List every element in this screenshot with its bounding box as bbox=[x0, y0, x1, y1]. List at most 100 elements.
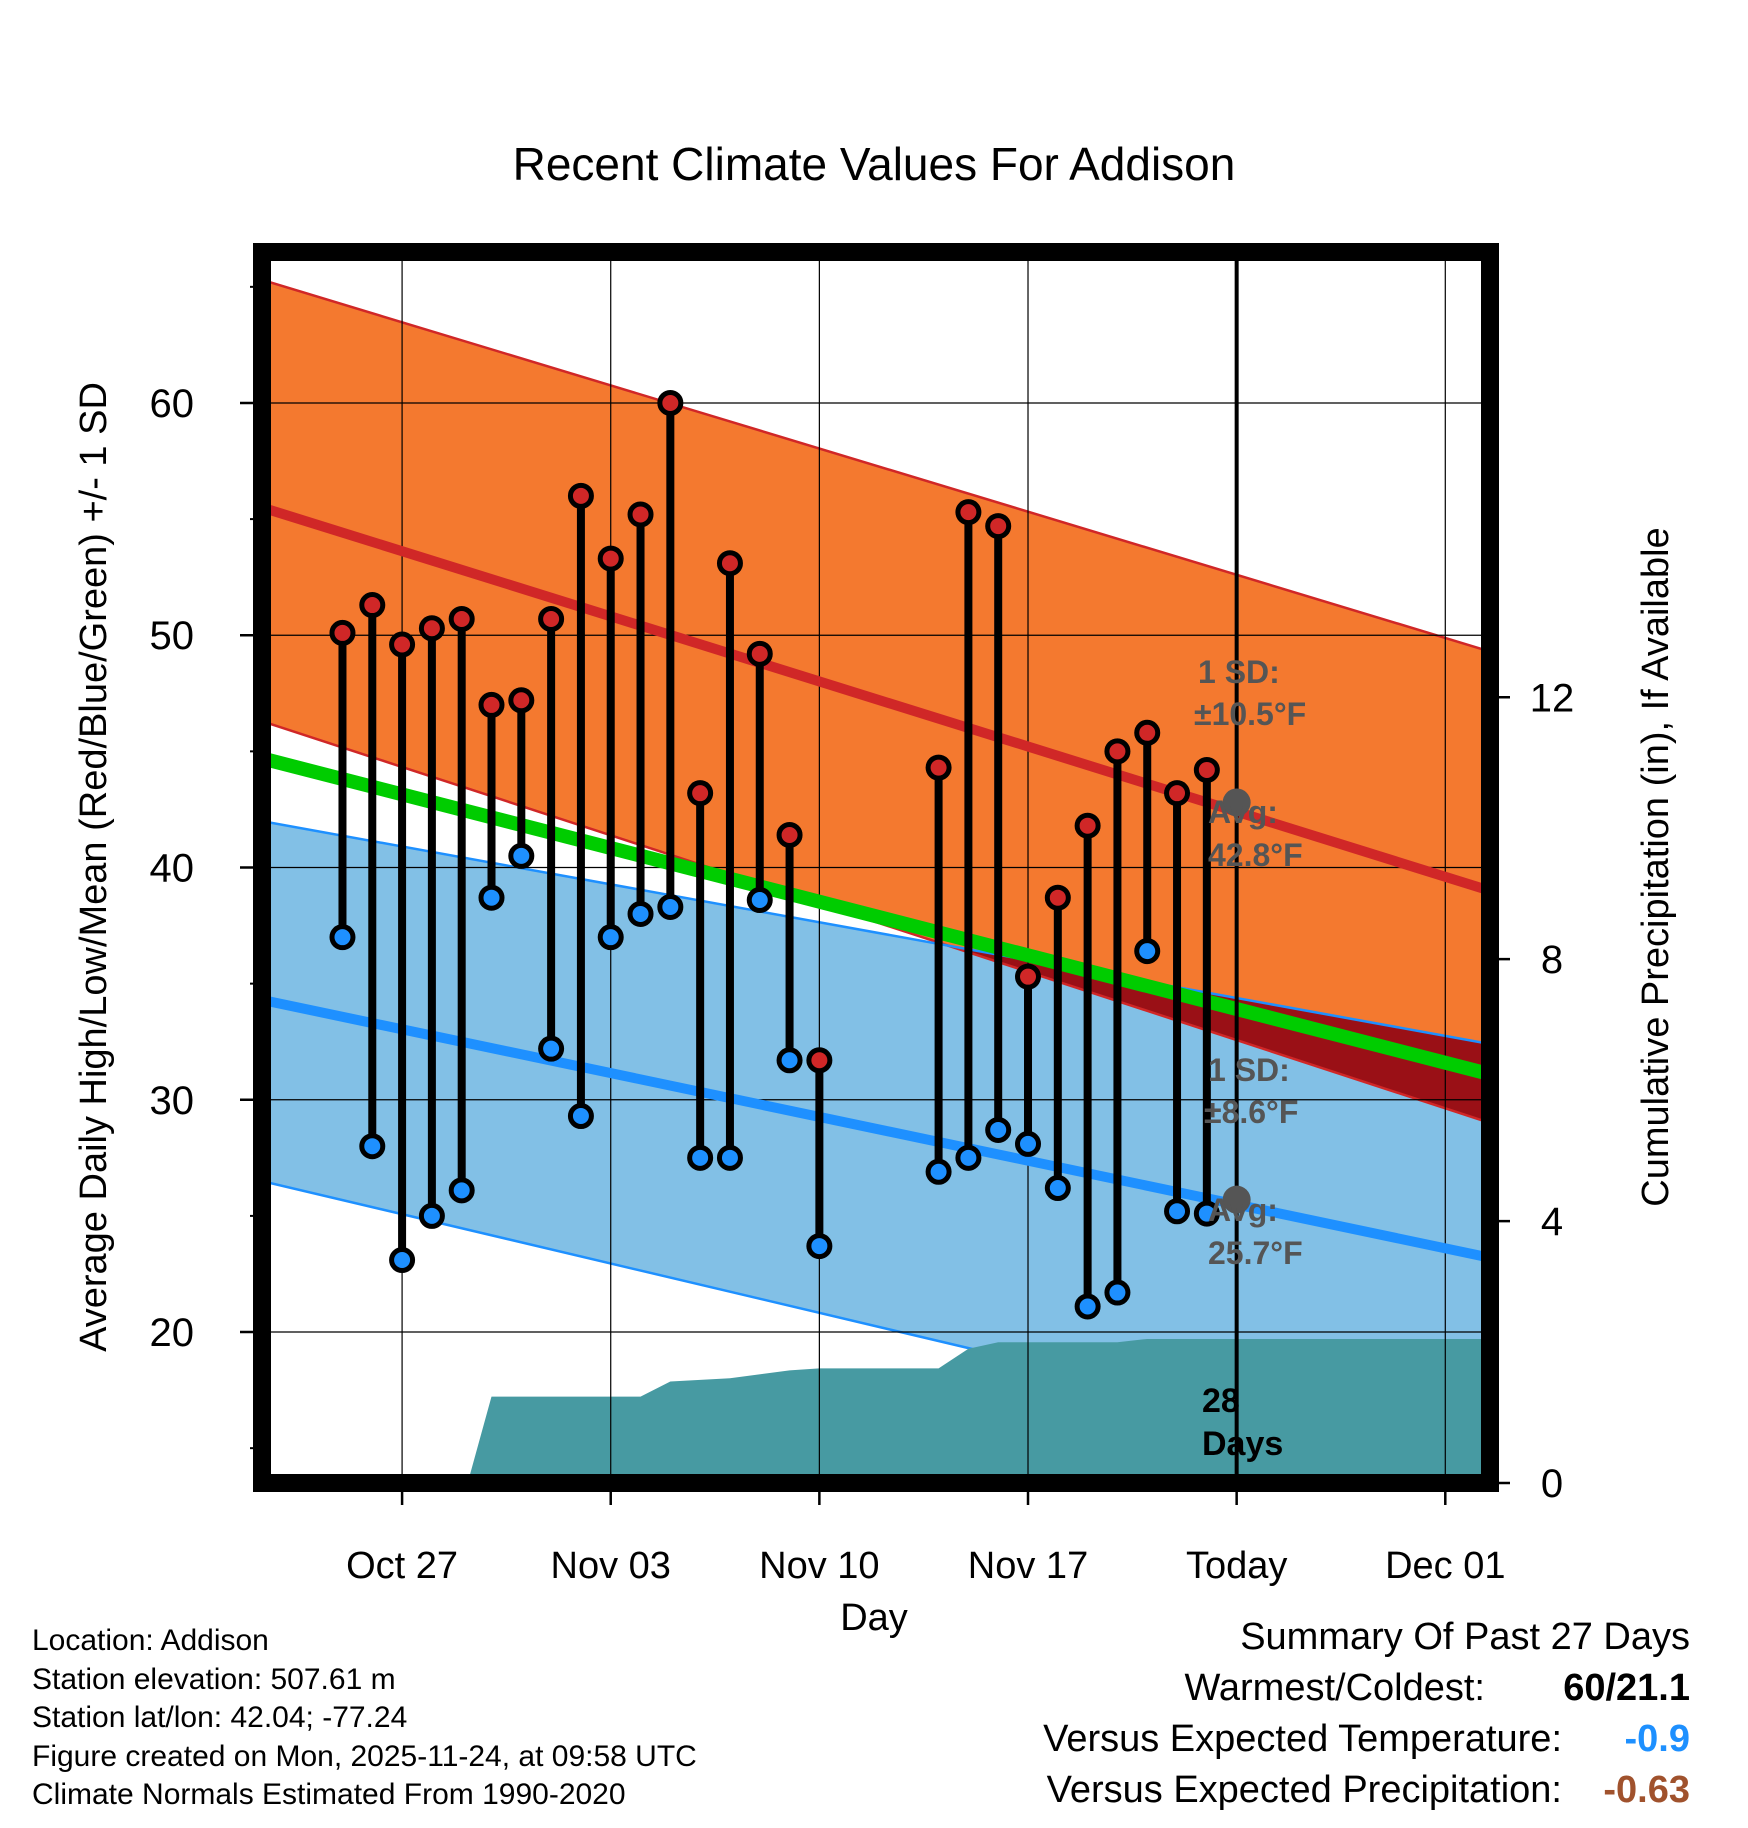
obs-high-dot bbox=[567, 482, 594, 509]
obs-high-dot bbox=[746, 640, 773, 667]
precip-area bbox=[262, 1338, 1490, 1483]
high-sd-value: ±10.5°F bbox=[1194, 696, 1306, 732]
obs-low-dot bbox=[716, 1144, 743, 1171]
obs-high-dot bbox=[1134, 719, 1161, 746]
x-axis-label: Day bbox=[840, 1597, 908, 1639]
summary-row-precipitation: Versus Expected Precipitation: -0.63 bbox=[900, 1769, 1690, 1820]
y-tick-label: 20 bbox=[150, 1311, 195, 1355]
y2-tick-label: 4 bbox=[1541, 1200, 1563, 1244]
y-tick-label: 60 bbox=[150, 382, 195, 426]
obs-high-dot bbox=[508, 687, 535, 714]
obs-low-dot bbox=[687, 1144, 714, 1171]
obs-low-dot bbox=[1015, 1130, 1042, 1157]
days-word: Days bbox=[1202, 1425, 1283, 1463]
obs-low-dot bbox=[1164, 1198, 1191, 1225]
obs-low-dot bbox=[597, 924, 624, 951]
obs-low-dot bbox=[389, 1247, 416, 1274]
obs-low-dot bbox=[776, 1047, 803, 1074]
obs-high-dot bbox=[418, 615, 445, 642]
obs-high-dot bbox=[657, 389, 684, 416]
mean-normal-line bbox=[262, 751, 1490, 1081]
obs-high-dot bbox=[985, 513, 1012, 540]
high-sd-label: 1 SD: bbox=[1198, 654, 1280, 690]
precip-anomaly-value: -0.63 bbox=[1603, 1769, 1690, 1811]
today-low-avg-marker bbox=[1222, 1185, 1251, 1214]
obs-high-dot bbox=[1074, 812, 1101, 839]
obs-high-dot bbox=[1164, 780, 1191, 807]
x-tick-label: Dec 01 bbox=[1385, 1545, 1505, 1587]
station-info: Location: Addison Station elevation: 507… bbox=[32, 1622, 697, 1815]
obs-high-dot bbox=[329, 619, 356, 646]
x-tick-label: Oct 27 bbox=[346, 1545, 458, 1587]
low-avg-label: Avg: bbox=[1208, 1192, 1278, 1228]
summary-title: Summary Of Past 27 Days bbox=[1240, 1616, 1690, 1658]
obs-low-dot bbox=[1044, 1175, 1071, 1202]
y2-axis-label: Cumulative Precipitation (in), If Availa… bbox=[1635, 527, 1677, 1206]
obs-low-dot bbox=[508, 842, 535, 869]
obs-low-dot bbox=[1104, 1279, 1131, 1306]
figure-created: Figure created on Mon, 2025-11-24, at 09… bbox=[32, 1739, 697, 1773]
obs-low-dot bbox=[359, 1133, 386, 1160]
y-tick-label: 40 bbox=[150, 847, 195, 891]
temp-anomaly-label: Versus Expected Temperature: bbox=[1043, 1718, 1562, 1760]
chart-title: Recent Climate Values For Addison bbox=[513, 138, 1236, 190]
y-tick-label: 30 bbox=[150, 1079, 195, 1123]
x-tick-label: Nov 10 bbox=[759, 1545, 879, 1587]
high-upper-edge bbox=[262, 278, 1490, 653]
obs-low-dot bbox=[538, 1035, 565, 1062]
climate-normals-period: Climate Normals Estimated From 1990-2020 bbox=[32, 1778, 626, 1811]
x-tick-label: Nov 03 bbox=[551, 1545, 671, 1587]
y-tick-label: 50 bbox=[150, 614, 195, 658]
y2-tick-label: 8 bbox=[1541, 938, 1563, 982]
obs-low-dot bbox=[448, 1177, 475, 1204]
days-number: 28 bbox=[1202, 1382, 1240, 1420]
obs-low-dot bbox=[329, 924, 356, 951]
low-normal-line bbox=[262, 994, 1490, 1263]
obs-high-dot bbox=[538, 605, 565, 632]
summary-row-temperature: Versus Expected Temperature: -0.9 bbox=[900, 1718, 1690, 1769]
obs-low-dot bbox=[985, 1116, 1012, 1143]
precip-anomaly-label: Versus Expected Precipitation: bbox=[1046, 1769, 1562, 1811]
obs-high-dot bbox=[478, 691, 505, 718]
obs-high-dot bbox=[359, 592, 386, 619]
high-avg-label: Avg: bbox=[1208, 794, 1278, 830]
x-tick-label: Nov 17 bbox=[968, 1545, 1088, 1587]
obs-high-dot bbox=[597, 545, 624, 572]
obs-low-dot bbox=[1193, 1200, 1220, 1227]
temp-anomaly-value: -0.9 bbox=[1624, 1718, 1690, 1760]
obs-low-dot bbox=[657, 893, 684, 920]
obs-high-dot bbox=[627, 501, 654, 528]
station-latlon: Station lat/lon: 42.04; -77.24 bbox=[32, 1701, 408, 1734]
today-high-avg-marker bbox=[1222, 788, 1251, 817]
obs-low-dot bbox=[627, 900, 654, 927]
station-elevation: Station elevation: 507.61 m bbox=[32, 1662, 396, 1696]
low-sd-band bbox=[262, 821, 1490, 1472]
high-normal-line bbox=[262, 502, 1490, 896]
x-tick-label: Today bbox=[1186, 1545, 1287, 1587]
station-location: Location: Addison bbox=[32, 1624, 269, 1657]
obs-high-dot bbox=[448, 605, 475, 632]
obs-high-dot bbox=[1015, 963, 1042, 990]
low-avg-value: 25.7°F bbox=[1208, 1235, 1303, 1271]
summary-panel: Summary Of Past 27 Days Warmest/Coldest:… bbox=[900, 1616, 1690, 1820]
warmest-label: Warmest/Coldest: bbox=[1184, 1667, 1485, 1709]
y-axis-label: Average Daily High/Low/Mean (Red/Blue/Gr… bbox=[73, 382, 115, 1352]
obs-low-dot bbox=[925, 1158, 952, 1185]
obs-high-dot bbox=[1193, 756, 1220, 783]
low-upper-edge bbox=[262, 819, 1490, 1046]
obs-high-dot bbox=[925, 754, 952, 781]
obs-low-dot bbox=[746, 887, 773, 914]
obs-high-dot bbox=[716, 550, 743, 577]
y2-tick-label: 12 bbox=[1530, 676, 1575, 720]
obs-low-dot bbox=[478, 884, 505, 911]
obs-high-dot bbox=[955, 499, 982, 526]
obs-high-dot bbox=[776, 821, 803, 848]
obs-low-dot bbox=[955, 1144, 982, 1171]
obs-high-dot bbox=[687, 780, 714, 807]
obs-low-dot bbox=[1074, 1293, 1101, 1320]
low-sd-label: 1 SD: bbox=[1208, 1052, 1290, 1088]
obs-high-dot bbox=[389, 631, 416, 658]
obs-low-dot bbox=[1134, 938, 1161, 965]
obs-high-dot bbox=[806, 1047, 833, 1074]
